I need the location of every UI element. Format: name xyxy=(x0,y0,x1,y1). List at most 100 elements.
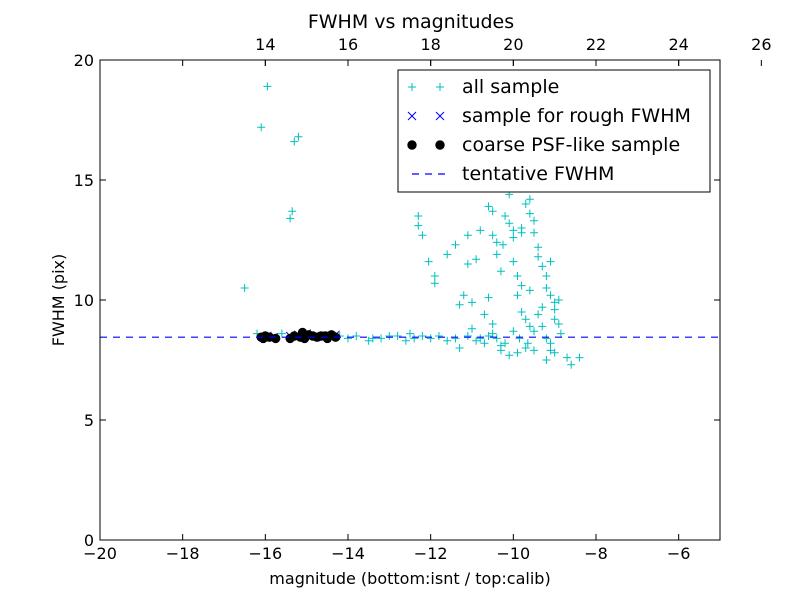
legend-label-psf-like: coarse PSF-like sample xyxy=(462,134,680,156)
all-sample-point xyxy=(364,336,373,345)
all-sample-point xyxy=(463,260,472,268)
all-sample-point xyxy=(534,243,543,252)
all-sample-point xyxy=(513,348,522,357)
all-sample-point xyxy=(424,257,433,266)
all-sample-point xyxy=(550,348,559,357)
all-sample-point xyxy=(509,327,518,336)
all-sample-point xyxy=(434,332,443,340)
top-tick-label: 16 xyxy=(338,35,358,54)
all-sample-point xyxy=(538,322,547,331)
psf-like-point xyxy=(258,333,268,344)
all-sample-point xyxy=(523,339,532,348)
all-sample-point xyxy=(546,291,555,300)
y-tick-label: 5 xyxy=(84,411,94,430)
legend-symbol-marker xyxy=(436,83,444,91)
all-sample-point xyxy=(463,332,472,340)
all-sample-point xyxy=(430,272,439,280)
legend-label-rough-fwhm: sample for rough FWHM xyxy=(462,105,691,127)
all-sample-point xyxy=(542,334,551,343)
all-sample-point xyxy=(517,228,526,237)
all-sample-point xyxy=(563,353,572,362)
all-sample-point xyxy=(455,300,464,309)
axes: −20 −18 −16 −14 −12 −10 −8 −6 14 16 18 20 22 24 26 0 5 10… xyxy=(74,35,772,563)
all-sample-point xyxy=(521,200,530,208)
all-sample-point xyxy=(488,320,497,328)
all-sample-point xyxy=(468,298,476,307)
all-sample-point xyxy=(521,344,530,352)
top-tick-label: 24 xyxy=(668,35,688,54)
all-sample-point xyxy=(377,334,386,343)
all-sample-point xyxy=(550,315,559,324)
all-sample-point xyxy=(542,284,551,292)
all-sample-point xyxy=(488,207,497,216)
legend: all sample sample for rough FWHM coarse … xyxy=(397,69,711,193)
y-tick-label: 20 xyxy=(74,51,94,70)
all-sample-point xyxy=(501,339,510,348)
all-sample-point xyxy=(492,238,501,247)
all-sample-point xyxy=(410,334,419,343)
all-sample-point xyxy=(344,334,352,343)
all-sample-point xyxy=(476,334,485,343)
all-sample-point xyxy=(468,324,476,333)
all-sample-point xyxy=(451,240,460,249)
all-sample-point xyxy=(455,344,464,352)
top-tick-label: 18 xyxy=(420,35,440,54)
all-sample-point xyxy=(546,339,555,348)
top-tick-label: 14 xyxy=(255,35,275,54)
x-tick-label: −12 xyxy=(414,544,448,563)
all-sample-point xyxy=(472,255,481,264)
all-sample-point xyxy=(294,132,303,141)
all-sample-point xyxy=(277,329,286,338)
all-sample-point xyxy=(521,315,530,324)
all-sample-point xyxy=(525,195,534,204)
all-sample-point xyxy=(554,296,563,304)
x-axis-label: magnitude (bottom:isnt / top:calib) xyxy=(269,569,550,588)
all-sample-point xyxy=(443,250,452,259)
legend-symbol-marker xyxy=(435,111,445,121)
all-sample-point xyxy=(472,336,481,345)
all-sample-point xyxy=(368,334,377,343)
all-sample-point xyxy=(509,226,518,235)
all-sample-point xyxy=(463,231,472,240)
all-sample-point xyxy=(546,257,555,266)
y-tick-label: 0 xyxy=(84,531,94,550)
all-sample-point xyxy=(567,360,576,369)
all-sample-point xyxy=(517,281,526,290)
all-sample-point xyxy=(554,320,563,328)
all-sample-point xyxy=(484,293,493,302)
all-sample-point xyxy=(426,334,435,343)
all-sample-point xyxy=(530,216,538,225)
all-sample-point xyxy=(538,303,547,312)
y-tick-label: 15 xyxy=(74,171,94,190)
psf-like-point xyxy=(270,333,281,344)
all-sample-point xyxy=(451,334,460,343)
all-sample-point xyxy=(414,221,423,230)
top-tick-label: 26 xyxy=(751,35,771,54)
chart-title: FWHM vs magnitudes xyxy=(308,11,514,33)
all-sample-point xyxy=(525,286,534,295)
legend-symbols xyxy=(407,83,448,175)
all-sample-point xyxy=(542,356,551,364)
x-tick-label: −6 xyxy=(667,544,691,563)
y-axis-label: FWHM (pix) xyxy=(49,254,68,347)
all-sample-point xyxy=(556,329,565,338)
all-sample-point xyxy=(530,327,538,336)
all-sample-point xyxy=(263,82,272,91)
all-sample-point xyxy=(499,240,507,249)
psf-like-point xyxy=(320,331,330,341)
legend-box xyxy=(397,69,711,193)
all-sample-point xyxy=(492,250,501,259)
all-sample-point xyxy=(288,207,297,216)
all-sample-point xyxy=(401,336,410,345)
all-sample-point xyxy=(509,233,518,242)
all-sample-point xyxy=(480,339,489,348)
all-sample-point xyxy=(484,332,493,340)
x-tick-label: −14 xyxy=(331,544,365,563)
all-sample-point xyxy=(257,123,266,132)
all-sample-point xyxy=(496,267,505,276)
x-tick-label: −10 xyxy=(496,544,530,563)
all-sample-point xyxy=(476,226,485,235)
all-sample-point xyxy=(546,346,555,355)
legend-label-tentative-fwhm: tentative FWHM xyxy=(462,163,614,185)
